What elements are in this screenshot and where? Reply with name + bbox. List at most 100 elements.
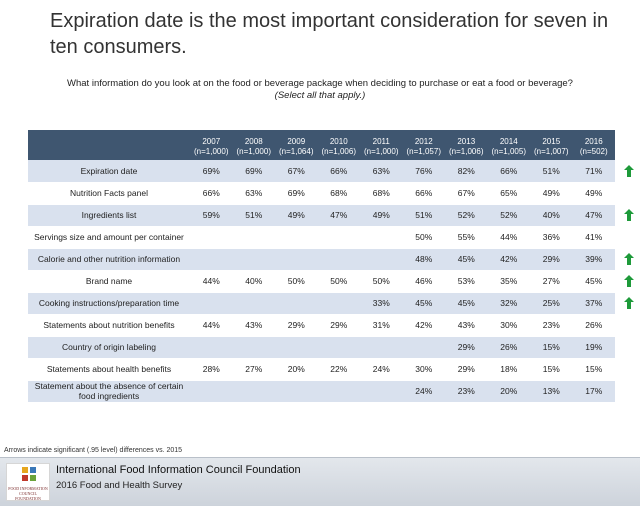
table-row: Servings size and amount per container 50… — [28, 226, 615, 249]
value-cell: 42% — [402, 314, 445, 337]
value-cell: 45% — [445, 292, 488, 315]
value-cell: 26% — [572, 314, 615, 337]
value-cell: 29% — [445, 336, 488, 359]
value-cell: 27% — [232, 358, 275, 381]
header-year: 2014 — [499, 137, 518, 146]
value-cell: 17% — [572, 380, 615, 403]
value-cell — [317, 248, 360, 271]
value-cell — [190, 248, 233, 271]
value-cell: 40% — [232, 270, 275, 293]
table-header: 2007 (n=1,000) 2008 (n=1,000) 2009 (n=1,064) 2… — [28, 130, 615, 160]
row-label: Ingredients list — [28, 204, 190, 227]
value-cell: 50% — [402, 226, 445, 249]
value-cell: 71% — [572, 160, 615, 183]
header-row: 2007 (n=1,000) 2008 (n=1,000) 2009 (n=1,064) 2… — [28, 130, 615, 160]
arrow-slot — [619, 160, 639, 182]
value-cell — [360, 336, 403, 359]
value-cell: 44% — [487, 226, 530, 249]
value-cell: 29% — [317, 314, 360, 337]
arrow-slot — [619, 226, 639, 248]
value-cell — [275, 226, 318, 249]
row-label: Cooking instructions/preparation time — [28, 292, 190, 315]
value-cell: 69% — [275, 182, 318, 205]
value-cell: 29% — [275, 314, 318, 337]
significance-arrows — [619, 160, 639, 402]
value-cell: 24% — [402, 380, 445, 403]
value-cell: 53% — [445, 270, 488, 293]
row-label: Country of origin labeling — [28, 336, 190, 359]
value-cell: 66% — [402, 182, 445, 205]
value-cell — [190, 336, 233, 359]
value-cell: 47% — [317, 204, 360, 227]
value-cell: 27% — [530, 270, 573, 293]
value-cell: 66% — [190, 182, 233, 205]
value-cell: 67% — [275, 160, 318, 183]
value-cell: 25% — [530, 292, 573, 315]
value-cell: 50% — [360, 270, 403, 293]
header-year: 2007 — [202, 137, 221, 146]
table-row: Cooking instructions/preparation time 33%… — [28, 292, 615, 315]
header-sample-size: (n=1,006) — [321, 147, 356, 156]
logo-tiles-icon — [22, 467, 36, 481]
value-cell: 22% — [317, 358, 360, 381]
header-year-cell: 2011 (n=1,000) — [360, 130, 403, 160]
value-cell: 15% — [530, 358, 573, 381]
value-cell: 50% — [275, 270, 318, 293]
row-label: Statement about the absence of certain f… — [28, 380, 190, 403]
header-year-cell: 2013 (n=1,006) — [445, 130, 488, 160]
value-cell — [190, 226, 233, 249]
header-sample-size: (n=502) — [579, 147, 608, 156]
value-cell: 66% — [317, 160, 360, 183]
value-cell: 59% — [190, 204, 233, 227]
row-label: Statements about health benefits — [28, 358, 190, 381]
header-year: 2012 — [414, 137, 433, 146]
value-cell: 55% — [445, 226, 488, 249]
value-cell: 29% — [530, 248, 573, 271]
table-row: Brand name 44% 40% 50% 50% 50% 46% 53% 35% 27% 45% — [28, 270, 615, 293]
header-year-cell: 2015 (n=1,007) — [530, 130, 573, 160]
value-cell — [360, 380, 403, 403]
footer-bar: FOOD INFORMATION COUNCIL FOUNDATION Inte… — [0, 457, 640, 506]
value-cell: 46% — [402, 270, 445, 293]
arrow-slot — [619, 204, 639, 226]
value-cell: 43% — [445, 314, 488, 337]
value-cell: 40% — [530, 204, 573, 227]
value-cell: 36% — [530, 226, 573, 249]
arrow-slot — [619, 270, 639, 292]
row-label: Statements about nutrition benefits — [28, 314, 190, 337]
table-row: Calorie and other nutrition information 4… — [28, 248, 615, 271]
question-note: (Select all that apply.) — [274, 89, 366, 101]
table-row: Ingredients list 59% 51% 49% 47% 49% 51% 52% 52%… — [28, 204, 615, 227]
value-cell: 48% — [402, 248, 445, 271]
table-row: Expiration date 69% 69% 67% 66% 63% 76% 82% 66% 5… — [28, 160, 615, 183]
value-cell — [232, 226, 275, 249]
header-sample-size: (n=1,005) — [491, 147, 526, 156]
value-cell — [317, 226, 360, 249]
value-cell: 51% — [232, 204, 275, 227]
arrow-slot — [619, 336, 639, 358]
table-row: Statement about the absence of certain f… — [28, 380, 615, 403]
header-sample-size: (n=1,000) — [364, 147, 399, 156]
arrow-slot — [619, 314, 639, 336]
table-row: Statements about nutrition benefits 44% 43… — [28, 314, 615, 337]
header-sample-size: (n=1,006) — [449, 147, 484, 156]
value-cell: 39% — [572, 248, 615, 271]
header-sample-size: (n=1,064) — [279, 147, 314, 156]
results-table: 2007 (n=1,000) 2008 (n=1,000) 2009 (n=1,064) 2… — [28, 130, 615, 403]
arrow-slot — [619, 248, 639, 270]
value-cell — [317, 292, 360, 315]
value-cell: 68% — [360, 182, 403, 205]
row-label: Calorie and other nutrition information — [28, 248, 190, 271]
table-row: Nutrition Facts panel 66% 63% 69% 68% 68% 66% 6… — [28, 182, 615, 205]
value-cell — [232, 380, 275, 403]
value-cell: 35% — [487, 270, 530, 293]
value-cell: 51% — [530, 160, 573, 183]
value-cell — [317, 380, 360, 403]
value-cell: 30% — [487, 314, 530, 337]
value-cell: 33% — [360, 292, 403, 315]
value-cell: 15% — [530, 336, 573, 359]
footer-survey-name: 2016 Food and Health Survey — [56, 480, 183, 491]
header-label-cell — [28, 130, 190, 160]
value-cell: 37% — [572, 292, 615, 315]
value-cell: 49% — [572, 182, 615, 205]
